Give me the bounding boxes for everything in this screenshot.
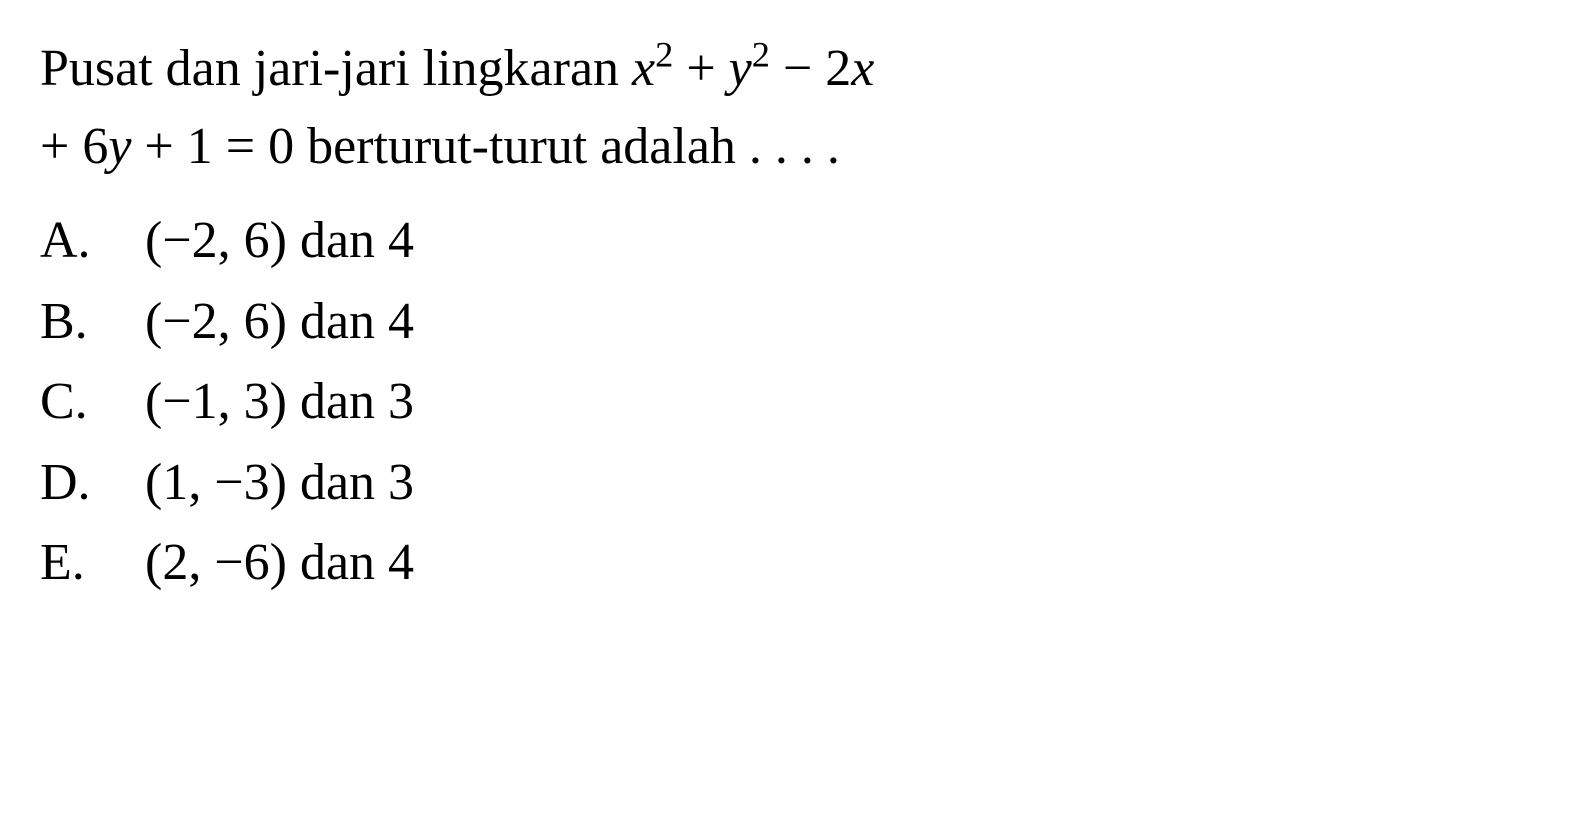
question-formula-plus: +	[673, 40, 728, 97]
option-e-letter: E.	[40, 523, 145, 604]
option-e-text: (2, −6) dan 4	[145, 523, 414, 604]
question-formula-exp2a: 2	[655, 35, 673, 75]
option-c-letter: C.	[40, 362, 145, 443]
question-line2-y: y	[108, 118, 131, 175]
question-formula-minus2x: − 2	[770, 40, 851, 97]
question-formula-y: y	[729, 40, 752, 97]
question-formula-exp2b: 2	[752, 35, 770, 75]
question-line2-part1: + 6	[40, 118, 108, 175]
options-list: A. (−2, 6) dan 4 B. (−2, 6) dan 4 C. (−1…	[40, 201, 1555, 604]
option-c: C. (−1, 3) dan 3	[40, 362, 1555, 443]
question-line2-part2: + 1 = 0 berturut-turut adalah . . . .	[131, 118, 839, 175]
question-container: Pusat dan jari-jari lingkaran x2 + y2 − …	[40, 30, 1555, 604]
option-b: B. (−2, 6) dan 4	[40, 282, 1555, 363]
option-d: D. (1, −3) dan 3	[40, 443, 1555, 524]
question-formula-x-tail: x	[851, 40, 874, 97]
option-b-text: (−2, 6) dan 4	[145, 282, 414, 363]
question-text: Pusat dan jari-jari lingkaran x2 + y2 − …	[40, 30, 1555, 186]
question-line1-text: Pusat dan jari-jari lingkaran	[40, 40, 632, 97]
option-c-text: (−1, 3) dan 3	[145, 362, 414, 443]
question-formula-x: x	[632, 40, 655, 97]
option-e: E. (2, −6) dan 4	[40, 523, 1555, 604]
option-d-text: (1, −3) dan 3	[145, 443, 414, 524]
option-d-letter: D.	[40, 443, 145, 524]
option-a-text: (−2, 6) dan 4	[145, 201, 414, 282]
option-b-letter: B.	[40, 282, 145, 363]
option-a-letter: A.	[40, 201, 145, 282]
option-a: A. (−2, 6) dan 4	[40, 201, 1555, 282]
